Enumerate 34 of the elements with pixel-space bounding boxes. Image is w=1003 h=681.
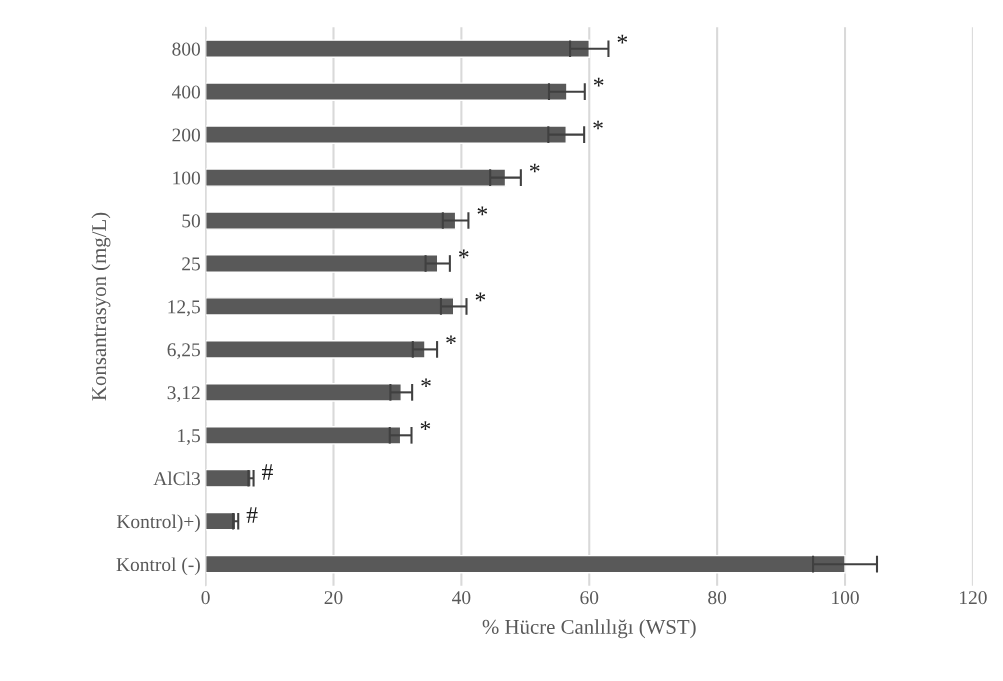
y-tick-label: 6,25 [167,343,200,360]
y-tick-label: Kontrol)+) [116,514,200,533]
x-axis-title: % Hücre Canlılığı (WST) [482,619,696,639]
y-tick-label: 25 [182,257,200,271]
annotation: * [421,378,431,388]
y-tick-label: 400 [171,85,201,99]
annotation: * [446,335,456,345]
x-tick-label: 20 [324,591,343,605]
annotation: * [529,163,540,173]
y-tick-label: AlCl3 [153,471,200,486]
annotation: * [420,421,431,431]
annotation: # [261,464,273,480]
y-tick-label: Kontrol (-) [116,557,200,576]
annotation: * [459,249,469,259]
y-tick-label: 1,5 [178,429,200,446]
y-tick-label: 3,12 [167,386,200,403]
annotation: * [593,120,603,130]
x-tick-label: 80 [708,591,727,605]
x-tick-label: 0 [201,591,210,605]
annotation: * [593,77,604,87]
annotation: # [246,507,258,523]
y-tick-label: 50 [182,214,201,228]
x-tick-label: 120 [960,591,987,605]
y-tick-label: 12,5 [168,300,200,317]
x-tick-label: 40 [452,591,471,605]
y-tick-label: 100 [173,171,201,185]
y-tick-label: 800 [172,42,201,56]
y-axis-title: Konsantrasyon (mg/L) [91,212,111,401]
annotation: * [617,34,628,44]
annotation: * [477,206,488,216]
x-tick-label: 60 [580,591,599,605]
annotation: * [475,292,486,302]
x-tick-label: 100 [832,591,859,605]
y-tick-label: 200 [172,128,201,142]
